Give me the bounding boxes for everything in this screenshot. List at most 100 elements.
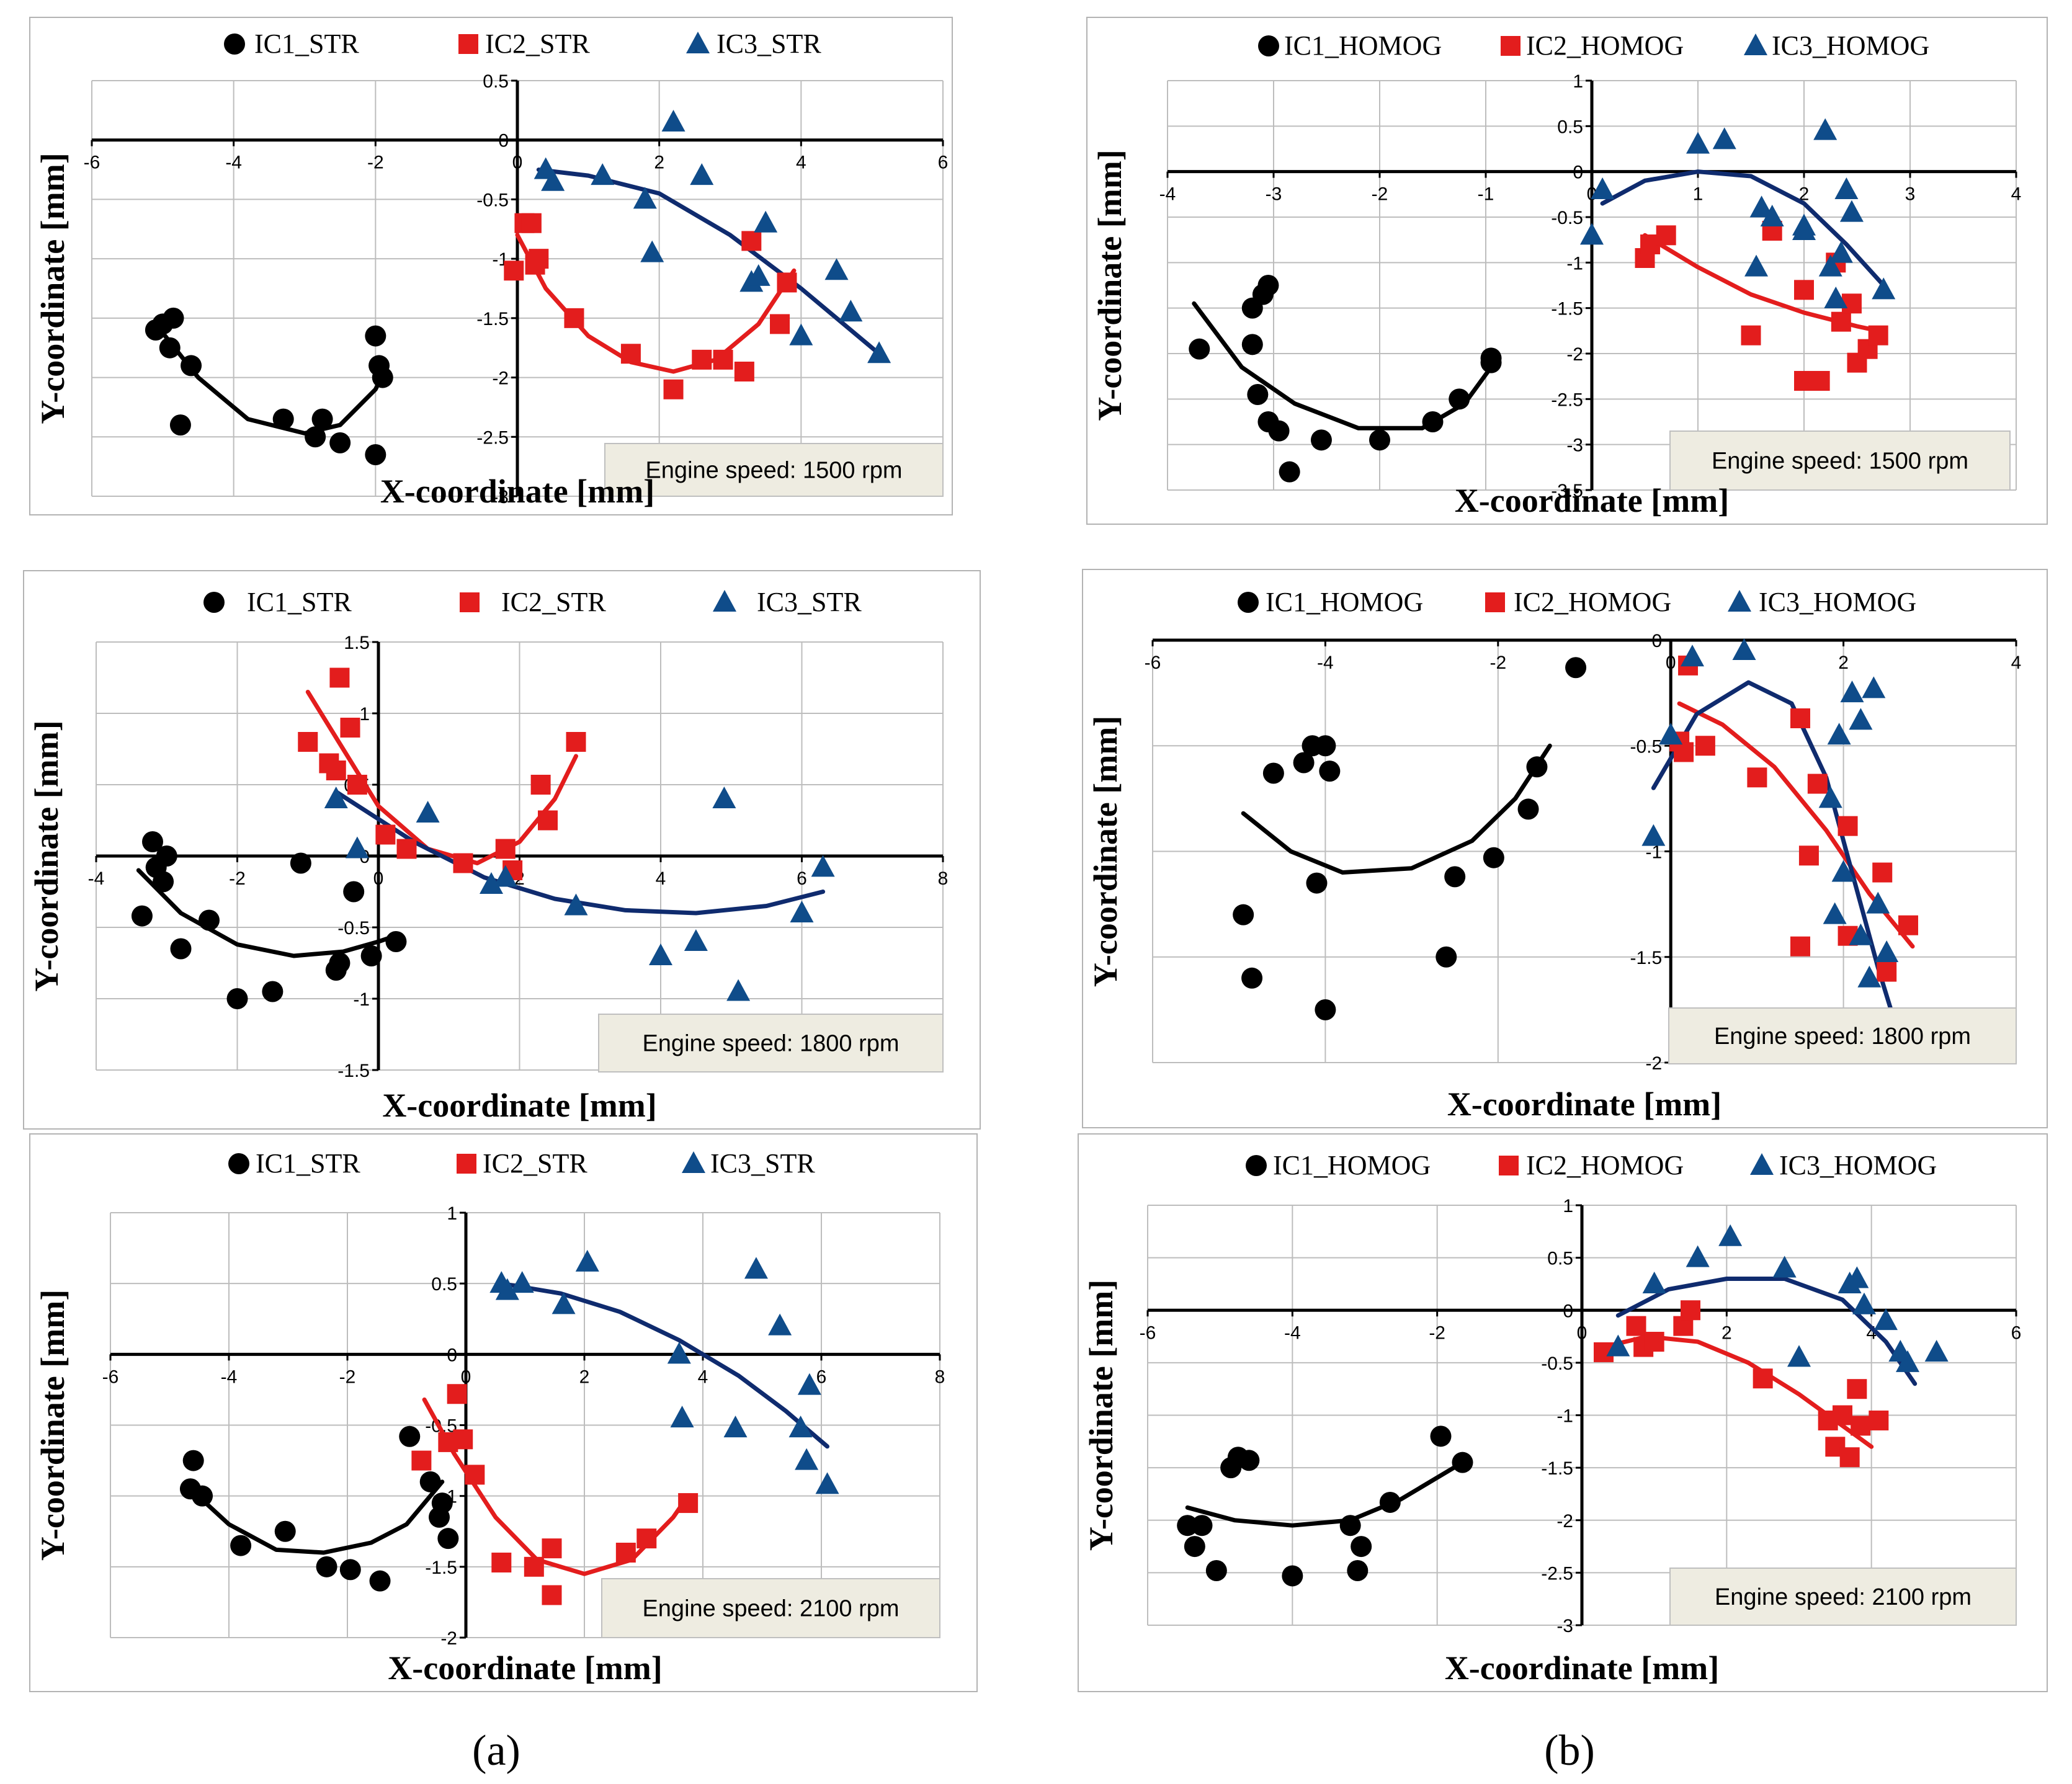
point-IC3_HOMOG bbox=[1686, 132, 1710, 154]
x-tick-label: -2 bbox=[1372, 184, 1388, 205]
point-IC3_STR bbox=[591, 163, 615, 185]
point-IC1_STR bbox=[365, 325, 386, 347]
y-tick-label: -2 bbox=[1556, 1511, 1573, 1532]
point-IC3_HOMOG bbox=[1872, 277, 1896, 300]
point-IC3_HOMOG bbox=[1834, 177, 1859, 199]
x-tick-label: 0 bbox=[373, 868, 384, 889]
engine-speed-box bbox=[1668, 1007, 2017, 1064]
point-IC3_STR bbox=[541, 169, 565, 191]
x-tick-label: -2 bbox=[1489, 653, 1506, 673]
chart-6: -6 -4 -2 0 2 4 610.50-0.5-1-1.5-2-2.5-3IC1_HOM… bbox=[1078, 1133, 2048, 1692]
point-IC2_HOMOG bbox=[1810, 371, 1830, 391]
point-IC3_HOMOG bbox=[1874, 1308, 1898, 1331]
point-IC1_HOMOG bbox=[1430, 1425, 1452, 1447]
legend-label-IC2_STR: IC2_STR bbox=[501, 587, 606, 617]
x-tick-label: 2 bbox=[579, 1367, 590, 1387]
y-tick-label: 1 bbox=[1563, 1196, 1573, 1216]
point-IC3_STR bbox=[712, 787, 736, 808]
legend-label-IC2_STR: IC2_STR bbox=[485, 29, 590, 59]
x-tick-label: 1 bbox=[1693, 184, 1704, 205]
point-IC3_STR bbox=[797, 1373, 821, 1395]
point-IC3_HOMOG bbox=[1840, 680, 1864, 703]
point-IC1_HOMOG bbox=[1452, 1452, 1473, 1473]
y-tick-label: -1 bbox=[1556, 1406, 1573, 1427]
point-IC2_STR bbox=[542, 1538, 562, 1559]
point-IC3_HOMOG bbox=[1818, 254, 1842, 277]
x-tick-label: 2 bbox=[1838, 653, 1849, 673]
point-IC2_HOMOG bbox=[1626, 1316, 1646, 1336]
point-IC3_STR bbox=[790, 901, 814, 922]
point-IC1_STR bbox=[329, 952, 351, 974]
y-tick-label: -0.5 bbox=[337, 918, 370, 939]
engine-speed-label: Engine speed: 2100 rpm bbox=[642, 1596, 899, 1622]
y-tick-label: 1.5 bbox=[344, 633, 370, 653]
legend-marker-IC3_STR bbox=[682, 1151, 705, 1173]
point-IC2_HOMOG bbox=[1841, 293, 1862, 314]
legend-marker-IC3_HOMOG bbox=[1744, 33, 1767, 55]
x-tick-label: -6 bbox=[1140, 1322, 1156, 1343]
point-IC2_HOMOG bbox=[1753, 1368, 1773, 1389]
x-axis-title: X-coordinate [mm] bbox=[388, 1649, 662, 1687]
point-IC1_STR bbox=[226, 988, 248, 1009]
point-IC3_STR bbox=[670, 1406, 694, 1428]
point-IC1_HOMOG bbox=[1241, 334, 1263, 355]
x-tick-label: 2 bbox=[654, 153, 664, 173]
x-tick-label: 6 bbox=[2011, 1322, 2022, 1343]
point-IC1_HOMOG bbox=[1241, 967, 1263, 989]
y-axis-title: Y-coordinate [mm] bbox=[1091, 149, 1128, 421]
legend-marker-IC1_STR bbox=[203, 592, 225, 613]
trendline-IC3_STR bbox=[536, 167, 882, 356]
point-IC3_STR bbox=[754, 210, 778, 233]
trendline-IC3_STR bbox=[334, 790, 826, 916]
point-IC3_STR bbox=[324, 787, 348, 808]
point-IC1_STR bbox=[385, 931, 407, 952]
legend-marker-IC1_STR bbox=[228, 1153, 249, 1174]
point-IC1_STR bbox=[316, 1556, 337, 1577]
point-IC3_HOMOG bbox=[1642, 1271, 1666, 1293]
point-IC1_STR bbox=[369, 1570, 391, 1592]
legend-label-IC3_HOMOG: IC3_HOMOG bbox=[1759, 587, 1916, 617]
x-tick-label: 2 bbox=[1799, 184, 1810, 205]
legend-marker-IC3_STR bbox=[686, 32, 710, 53]
point-IC2_HOMOG bbox=[1851, 1416, 1871, 1436]
point-IC1_STR bbox=[372, 367, 393, 388]
x-tick-label: -2 bbox=[367, 153, 384, 173]
trendline-IC3_HOMOG bbox=[1651, 680, 1893, 1012]
point-IC2_HOMOG bbox=[1794, 280, 1814, 300]
y-tick-label: -1 bbox=[353, 989, 370, 1010]
point-IC3_STR bbox=[824, 258, 849, 280]
y-tick-label: -2.5 bbox=[1551, 390, 1583, 410]
point-IC3_HOMOG bbox=[1580, 223, 1604, 245]
point-IC1_HOMOG bbox=[1351, 1536, 1372, 1558]
x-tick-label: -3 bbox=[1266, 184, 1282, 205]
point-IC3_STR bbox=[551, 1292, 576, 1314]
point-IC3_HOMOG bbox=[1760, 205, 1784, 226]
point-IC2_HOMOG bbox=[1747, 767, 1767, 788]
point-IC2_STR bbox=[375, 824, 396, 845]
point-IC2_HOMOG bbox=[1838, 816, 1858, 836]
point-IC2_STR bbox=[620, 344, 641, 364]
x-tick-label: -2 bbox=[229, 868, 246, 889]
point-IC3_HOMOG bbox=[1924, 1339, 1949, 1362]
point-IC3_HOMOG bbox=[1827, 723, 1851, 745]
point-IC3_HOMOG bbox=[1849, 708, 1873, 730]
point-IC3_HOMOG bbox=[1787, 1345, 1811, 1367]
point-IC1_STR bbox=[339, 1559, 361, 1581]
point-IC2_STR bbox=[495, 839, 516, 859]
point-IC1_HOMOG bbox=[1184, 1536, 1205, 1558]
point-IC3_HOMOG bbox=[1824, 287, 1848, 308]
series-IC1_HOMOG bbox=[1189, 275, 1502, 483]
x-tick-label: 4 bbox=[656, 868, 666, 889]
point-IC2_HOMOG bbox=[1831, 311, 1851, 332]
point-IC1_HOMOG bbox=[1319, 760, 1341, 782]
point-IC2_STR bbox=[615, 1543, 636, 1563]
point-IC1_STR bbox=[290, 852, 311, 874]
point-IC1_STR bbox=[163, 307, 184, 329]
x-tick-label: 0 bbox=[512, 153, 523, 173]
x-tick-label: -6 bbox=[1145, 653, 1161, 673]
point-IC3_HOMOG bbox=[1772, 1255, 1797, 1278]
point-IC3_HOMOG bbox=[1852, 1292, 1876, 1314]
engine-speed-box bbox=[1669, 1568, 2017, 1626]
trendline-IC2_STR bbox=[305, 690, 578, 865]
engine-speed-box bbox=[601, 1578, 940, 1638]
